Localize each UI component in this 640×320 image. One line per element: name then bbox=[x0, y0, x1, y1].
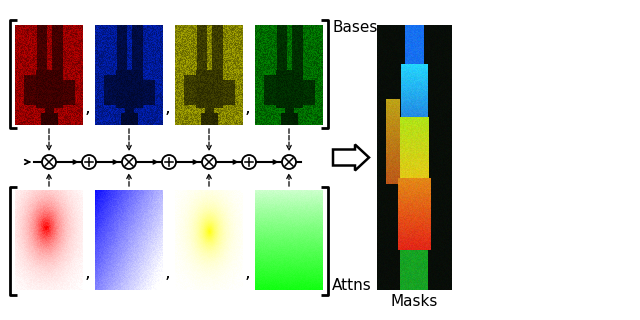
Text: ,: , bbox=[85, 99, 91, 117]
Text: Masks: Masks bbox=[391, 294, 438, 309]
Text: ,: , bbox=[85, 264, 91, 282]
Text: Attns: Attns bbox=[332, 278, 372, 293]
Circle shape bbox=[282, 155, 296, 169]
Circle shape bbox=[242, 155, 256, 169]
Text: ,: , bbox=[245, 264, 251, 282]
Text: Bases: Bases bbox=[332, 20, 378, 35]
FancyArrow shape bbox=[333, 145, 369, 171]
Text: ,: , bbox=[165, 99, 171, 117]
Text: ,: , bbox=[245, 99, 251, 117]
Circle shape bbox=[162, 155, 176, 169]
Circle shape bbox=[42, 155, 56, 169]
Circle shape bbox=[122, 155, 136, 169]
Circle shape bbox=[82, 155, 96, 169]
Text: ,: , bbox=[165, 264, 171, 282]
Circle shape bbox=[202, 155, 216, 169]
